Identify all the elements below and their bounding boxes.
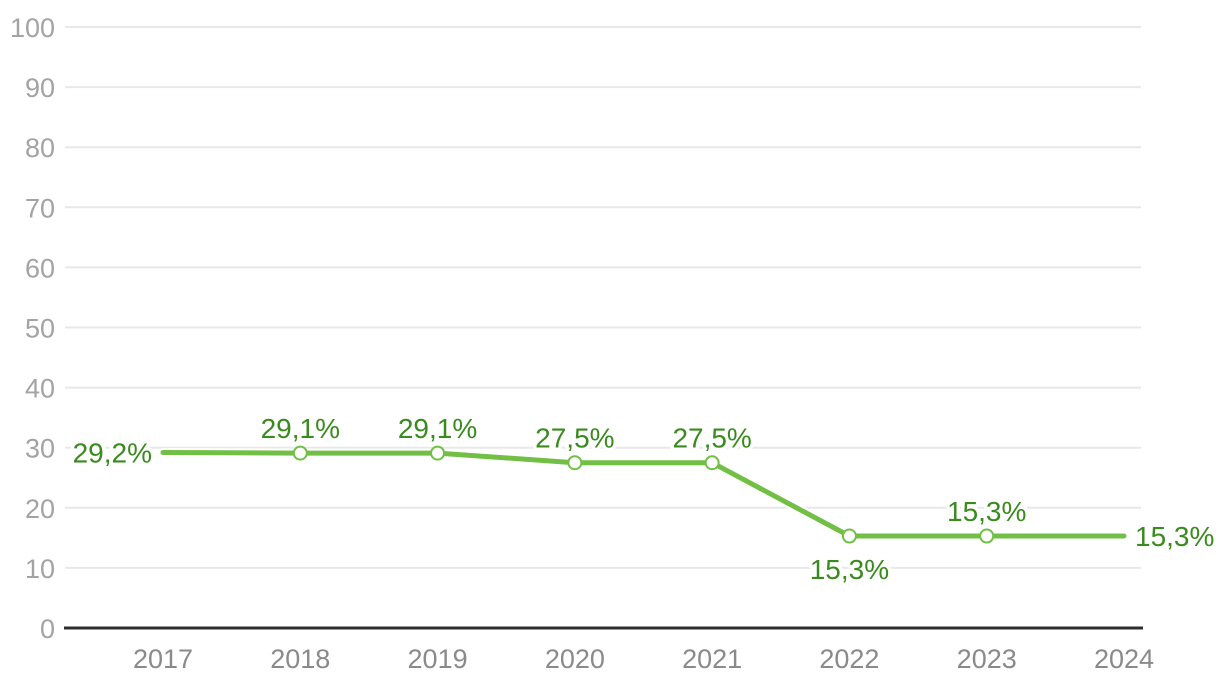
y-axis-tick-label: 70 [25, 193, 55, 223]
data-point-label: 27,5% [535, 423, 614, 454]
trend-line [160, 450, 1127, 539]
y-axis-tick-label: 60 [25, 253, 55, 283]
x-axis-tick-label: 2017 [133, 644, 193, 674]
y-axis-tick-label: 80 [25, 133, 55, 163]
x-axis-tick-label: 2018 [270, 644, 330, 674]
data-point-label: 15,3% [810, 554, 889, 585]
data-point-label: 15,3% [1135, 521, 1214, 552]
data-point-label: 27,5% [672, 423, 751, 454]
data-point-label: 29,1% [261, 413, 340, 444]
x-axis-tick-label: 2019 [408, 644, 468, 674]
y-axis-tick-label: 20 [25, 494, 55, 524]
x-axis-tick-label: 2023 [957, 644, 1017, 674]
y-axis-tick-label: 90 [25, 73, 55, 103]
data-point-label: 29,1% [398, 413, 477, 444]
data-point-label: 29,2% [73, 438, 152, 469]
y-axis-tick-label: 30 [25, 434, 55, 464]
x-axis-tick-label: 2020 [545, 644, 605, 674]
data-point-marker [430, 445, 446, 461]
x-axis-tick-label: 2021 [682, 644, 742, 674]
data-point-marker [567, 455, 583, 471]
y-axis-tick-label: 50 [25, 314, 55, 344]
y-axis-tick-label: 40 [25, 374, 55, 404]
data-point-marker [292, 445, 308, 461]
data-point-label: 15,3% [947, 496, 1026, 527]
data-point-marker [979, 528, 995, 544]
data-point-marker [704, 455, 720, 471]
x-axis-tick-label: 2022 [819, 644, 879, 674]
data-point-marker [841, 528, 857, 544]
x-axis-tick-label: 2024 [1094, 644, 1154, 674]
y-axis-tick-label: 100 [10, 13, 55, 43]
y-axis-tick-label: 10 [25, 554, 55, 584]
y-axis-tick-label: 0 [40, 614, 55, 644]
